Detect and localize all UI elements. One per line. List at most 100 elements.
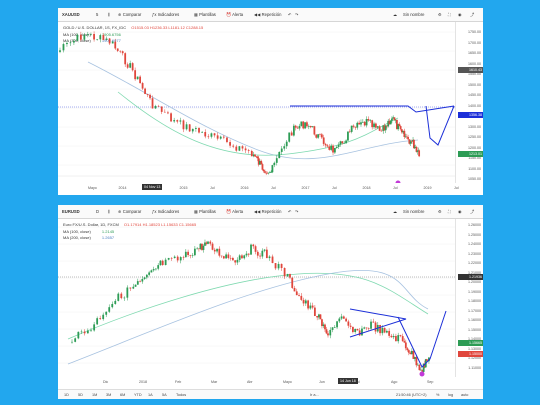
candle-body [267, 172, 270, 174]
price-label: 1.21000 [468, 270, 481, 275]
fullscreen-icon[interactable]: ⛶ [448, 12, 451, 17]
price-tag-trend: 1356.38 [458, 112, 483, 118]
range-button[interactable]: 6M [120, 392, 126, 397]
goto-date-button[interactable]: Ir a... [310, 392, 319, 397]
range-button[interactable]: 1A [148, 392, 153, 397]
alert-button[interactable]: ⏰ Alerta [226, 12, 244, 17]
ma1-label[interactable]: MA (100, close) [63, 228, 91, 234]
indicators-button[interactable]: ƒx Indicadores [152, 12, 180, 17]
candle-body [243, 255, 246, 259]
compare-button[interactable]: ⊕ Comparar [118, 12, 142, 17]
cloud-icon[interactable]: ☁ [393, 12, 398, 17]
cloud-icon[interactable]: ☁ [393, 209, 398, 214]
templates-button[interactable]: ▦ Plantillas [194, 209, 216, 214]
interval-selector[interactable]: 5 [96, 12, 99, 17]
candle-body [386, 125, 388, 127]
camera-icon[interactable]: ◉ [458, 12, 462, 17]
candle-body [397, 124, 400, 130]
layout-name[interactable]: Sin nombre [403, 12, 425, 17]
candle-body [311, 305, 314, 308]
range-button[interactable]: 1M [92, 392, 98, 397]
publish-button[interactable]: ⤴ [470, 209, 475, 214]
bar-style-icon[interactable]: ⫼ [108, 12, 110, 17]
candle-body [400, 129, 403, 133]
candle-body [73, 40, 75, 43]
time-axis[interactable]: Jul2019Jul2018Jul2017Jul2016Jul2015Sep20… [58, 184, 459, 194]
compare-button[interactable]: ⊕ Comparar [118, 209, 142, 214]
candle-body [139, 281, 141, 282]
time-axis[interactable]: SepAgoJulJunMayoAbrMarFeb2018Dic 14 Jun … [58, 378, 455, 387]
candle-body [136, 281, 139, 285]
settings-icon[interactable]: ⚙ [438, 12, 442, 17]
candle-body [271, 165, 274, 173]
redo-icon[interactable]: ↷ [295, 12, 299, 17]
price-label: 1.23000 [468, 251, 481, 256]
price-plot[interactable] [58, 22, 455, 183]
price-tag-ma: 1213.01 [458, 151, 483, 157]
candle-body [196, 248, 199, 250]
candle-body [311, 126, 314, 128]
time-label: 2019 [423, 186, 432, 190]
log-toggle[interactable]: log [448, 392, 454, 397]
candle-body [126, 64, 129, 68]
candle-body [343, 143, 346, 144]
candle-body [392, 336, 395, 338]
price-axis[interactable]: 1050.00 1100.00 1150.00 1200.00 1250.00 1300.… [455, 22, 483, 183]
candle-body [415, 147, 418, 152]
candle-body [265, 249, 268, 259]
replay-button[interactable]: ◀◀ Repetición [254, 209, 282, 214]
projection-path[interactable] [425, 105, 455, 146]
candle-body [201, 243, 203, 250]
interval-selector[interactable]: D [96, 209, 100, 214]
undo-icon[interactable]: ↶ [288, 209, 292, 214]
candle-body [254, 246, 257, 252]
gold-chart-window: XAUUSD 5 ⫼ ⊕ Comparar ƒx Indicadores ▦ P… [58, 8, 483, 195]
wedge-pattern[interactable] [349, 308, 407, 338]
candle-body [313, 307, 316, 317]
publish-button[interactable]: ⤴ [470, 12, 475, 17]
range-button[interactable]: 1D [64, 392, 69, 397]
symbol-search[interactable]: XAUUSD [62, 12, 80, 17]
undo-icon[interactable]: ↶ [288, 12, 292, 17]
candle-body [388, 120, 391, 125]
redo-icon[interactable]: ↷ [295, 209, 299, 214]
range-button[interactable]: 5D [78, 392, 83, 397]
price-plot[interactable] [58, 219, 455, 377]
auto-toggle[interactable]: auto [461, 392, 469, 397]
range-button[interactable]: Todos [176, 392, 187, 397]
price-axis[interactable]: 1.11000 1.12000 1.13000 1.14000 1.15000 1.160… [455, 219, 483, 377]
percent-toggle[interactable]: % [436, 392, 440, 397]
ma100-line [67, 272, 429, 340]
bar-style-icon[interactable]: ⫼ [108, 209, 110, 214]
settings-icon[interactable]: ⚙ [438, 209, 442, 214]
templates-button[interactable]: ▦ Plantillas [194, 12, 216, 17]
projection-path[interactable] [397, 310, 447, 368]
range-button[interactable]: YTD [134, 392, 142, 397]
candle-body [307, 300, 309, 309]
layout-name[interactable]: Sin nombre [403, 209, 425, 214]
candle-body [213, 249, 216, 252]
candle-body [114, 300, 117, 304]
replay-button[interactable]: ◀◀ Repetición [254, 12, 282, 17]
candle-body [352, 326, 354, 332]
camera-icon[interactable]: ◉ [458, 209, 462, 214]
ma1-label[interactable]: MA (100, close) [63, 31, 91, 37]
indicators-button[interactable]: ƒx Indicadores [152, 209, 180, 214]
candle-body [265, 172, 268, 174]
candle-body [401, 336, 404, 342]
candle-body [418, 364, 421, 371]
symbol-search[interactable]: EURUSD [62, 209, 80, 214]
candle-body [126, 287, 129, 298]
candle-body [347, 131, 349, 141]
range-button[interactable]: 3M [106, 392, 112, 397]
event-marker-icon[interactable] [419, 371, 425, 377]
fullscreen-icon[interactable]: ⛶ [448, 209, 451, 214]
neckline-trendline[interactable] [290, 105, 455, 113]
ma2-label[interactable]: MA (200, close) [63, 235, 91, 240]
range-button[interactable]: 5A [162, 392, 167, 397]
event-marker-icon[interactable] [395, 180, 401, 184]
alert-button[interactable]: ⏰ Alerta [226, 209, 244, 214]
candle-body [108, 307, 111, 312]
candle-body [157, 106, 160, 107]
price-tag-last: 1.15000 [458, 351, 483, 357]
